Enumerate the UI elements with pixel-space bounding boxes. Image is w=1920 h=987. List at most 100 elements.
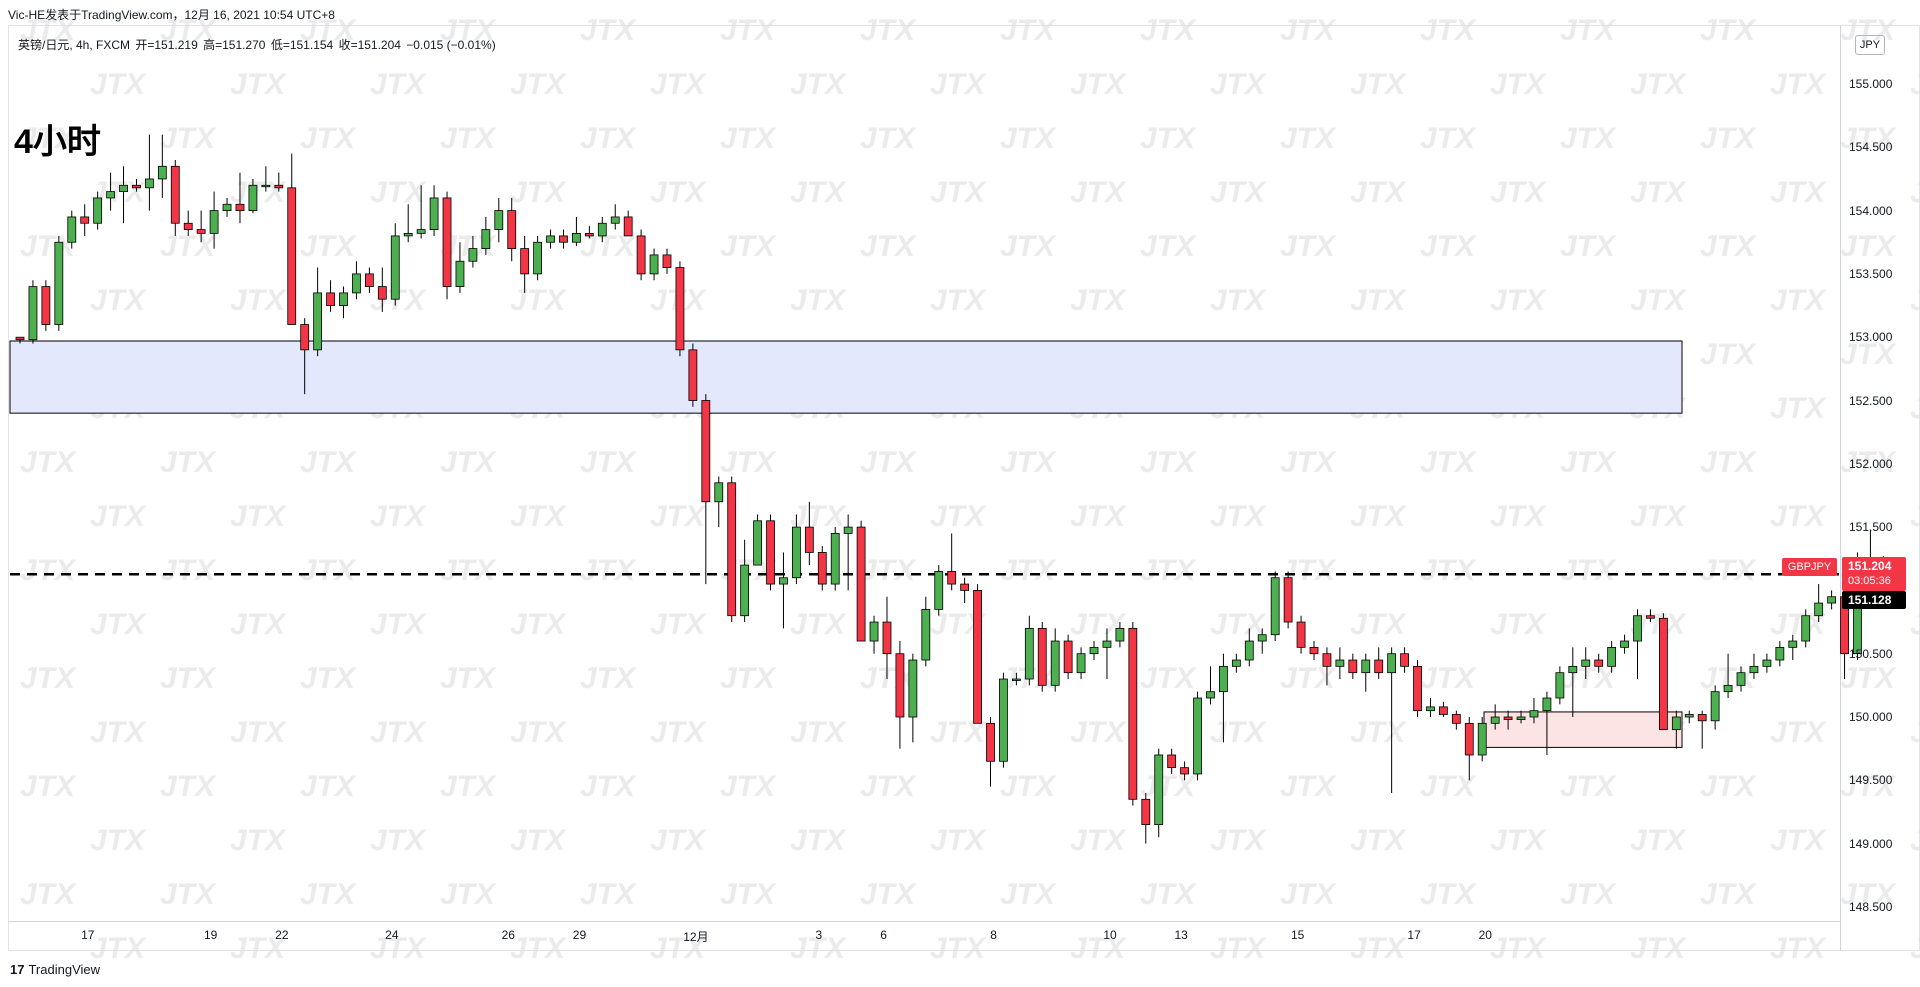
watermark-mark: JTX <box>580 446 637 479</box>
watermark-layer: JTX JTX JTX JTX JTX JTX JTX JTX JTX JTX JTX JTX JTX J… <box>20 14 1920 965</box>
candle <box>119 166 128 224</box>
candle <box>753 514 762 566</box>
candle <box>442 191 452 300</box>
legend-low: 低=151.154 <box>270 38 334 52</box>
candle <box>856 520 866 642</box>
candle-body <box>494 210 504 230</box>
candle <box>313 267 323 357</box>
candle <box>727 476 737 623</box>
watermark-mark: JTX <box>230 284 287 317</box>
candle <box>507 197 517 262</box>
watermark-mark: JTX <box>230 716 287 749</box>
candle-body <box>80 216 90 224</box>
candle-body <box>1801 615 1811 642</box>
tradingview-footer[interactable]: 17 TradingView <box>10 962 100 977</box>
candle <box>1814 584 1824 623</box>
candle-body <box>67 216 77 243</box>
candle <box>740 539 750 623</box>
candle-body <box>1167 754 1177 769</box>
candle <box>1426 698 1435 717</box>
watermark-mark: JTX <box>1000 122 1057 155</box>
candle-body <box>28 286 38 341</box>
candle-body <box>1646 615 1655 619</box>
candle-body <box>559 235 568 243</box>
watermark-mark: JTX <box>510 716 567 749</box>
candle <box>429 185 439 236</box>
supply-zone-box <box>9 340 1683 414</box>
watermark-mark: JTX <box>1000 230 1057 263</box>
watermark-mark: JTX <box>1350 500 1407 533</box>
watermark-mark: JTX <box>1770 932 1827 965</box>
legend-close: 收=151.204 <box>338 38 401 52</box>
watermark-mark: JTX <box>1630 824 1687 857</box>
candle <box>1102 628 1112 680</box>
watermark-mark: JTX <box>860 14 917 47</box>
candle <box>649 248 659 281</box>
watermark-mark: JTX <box>1070 176 1127 209</box>
candle-body <box>170 165 180 224</box>
watermark-mark: JTX <box>300 446 357 479</box>
candle-body <box>1503 716 1513 720</box>
currency-button[interactable]: JPY <box>1855 35 1885 55</box>
candle-body <box>442 197 452 287</box>
watermark-mark: JTX <box>1280 230 1337 263</box>
watermark-mark: JTX <box>1910 932 1920 965</box>
watermark-mark: JTX <box>160 446 217 479</box>
horizontal-line-label: 151.128 <box>1842 591 1906 609</box>
watermark-mark: JTX <box>1840 878 1897 911</box>
watermark-mark: JTX <box>370 500 427 533</box>
watermark-mark: JTX <box>160 878 217 911</box>
watermark-mark: JTX <box>1350 68 1407 101</box>
candle <box>1128 622 1138 806</box>
candle-body <box>1089 646 1099 655</box>
candle <box>947 533 957 591</box>
candle <box>1219 653 1228 743</box>
candle-body <box>701 400 711 503</box>
candle <box>1529 698 1539 724</box>
candle <box>209 191 219 249</box>
price-tick-label: 154.500 <box>1849 140 1893 155</box>
watermark-mark: JTX <box>370 176 427 209</box>
time-tick-label: 29 <box>572 928 587 942</box>
watermark-mark: JTX <box>1910 284 1920 317</box>
candle-body <box>1413 665 1422 712</box>
watermark-mark: JTX <box>1210 176 1267 209</box>
watermark-mark: JTX <box>1350 176 1407 209</box>
watermark-mark: JTX <box>1910 176 1920 209</box>
watermark-mark: JTX <box>1280 662 1337 695</box>
candle-body <box>882 621 892 655</box>
watermark-mark: JTX <box>1910 824 1920 857</box>
candle-body <box>584 232 594 237</box>
watermark-mark: JTX <box>1420 14 1477 47</box>
watermark-mark: JTX <box>1840 770 1897 803</box>
candle-body <box>1063 640 1073 674</box>
candle <box>804 501 814 566</box>
watermark-mark: JTX <box>1000 770 1057 803</box>
watermark-mark: JTX <box>1420 554 1477 587</box>
candle-body <box>352 273 361 294</box>
watermark-mark: JTX <box>1490 932 1547 965</box>
watermark-mark: JTX <box>790 932 847 965</box>
watermark-mark: JTX <box>1490 284 1547 317</box>
watermark-mark: JTX <box>510 176 567 209</box>
candle <box>1684 710 1694 724</box>
watermark-mark: JTX <box>300 230 357 263</box>
candle <box>287 153 297 325</box>
candle-body <box>1633 615 1642 642</box>
candle <box>1167 748 1177 774</box>
watermark-mark: JTX <box>1700 554 1757 587</box>
candle <box>999 672 1008 768</box>
price-tick-label: 152.000 <box>1849 456 1893 471</box>
candle <box>1296 615 1306 654</box>
candle <box>300 318 310 395</box>
candle <box>1594 653 1604 673</box>
watermark-mark: JTX <box>20 878 77 911</box>
candle <box>15 336 25 344</box>
candle-body <box>1477 722 1487 756</box>
watermark-mark: JTX <box>90 500 147 533</box>
watermark-mark: JTX <box>1560 770 1617 803</box>
watermark-mark: JTX <box>580 878 637 911</box>
watermark-mark: JTX <box>1910 500 1920 533</box>
watermark-mark: JTX <box>300 554 357 587</box>
